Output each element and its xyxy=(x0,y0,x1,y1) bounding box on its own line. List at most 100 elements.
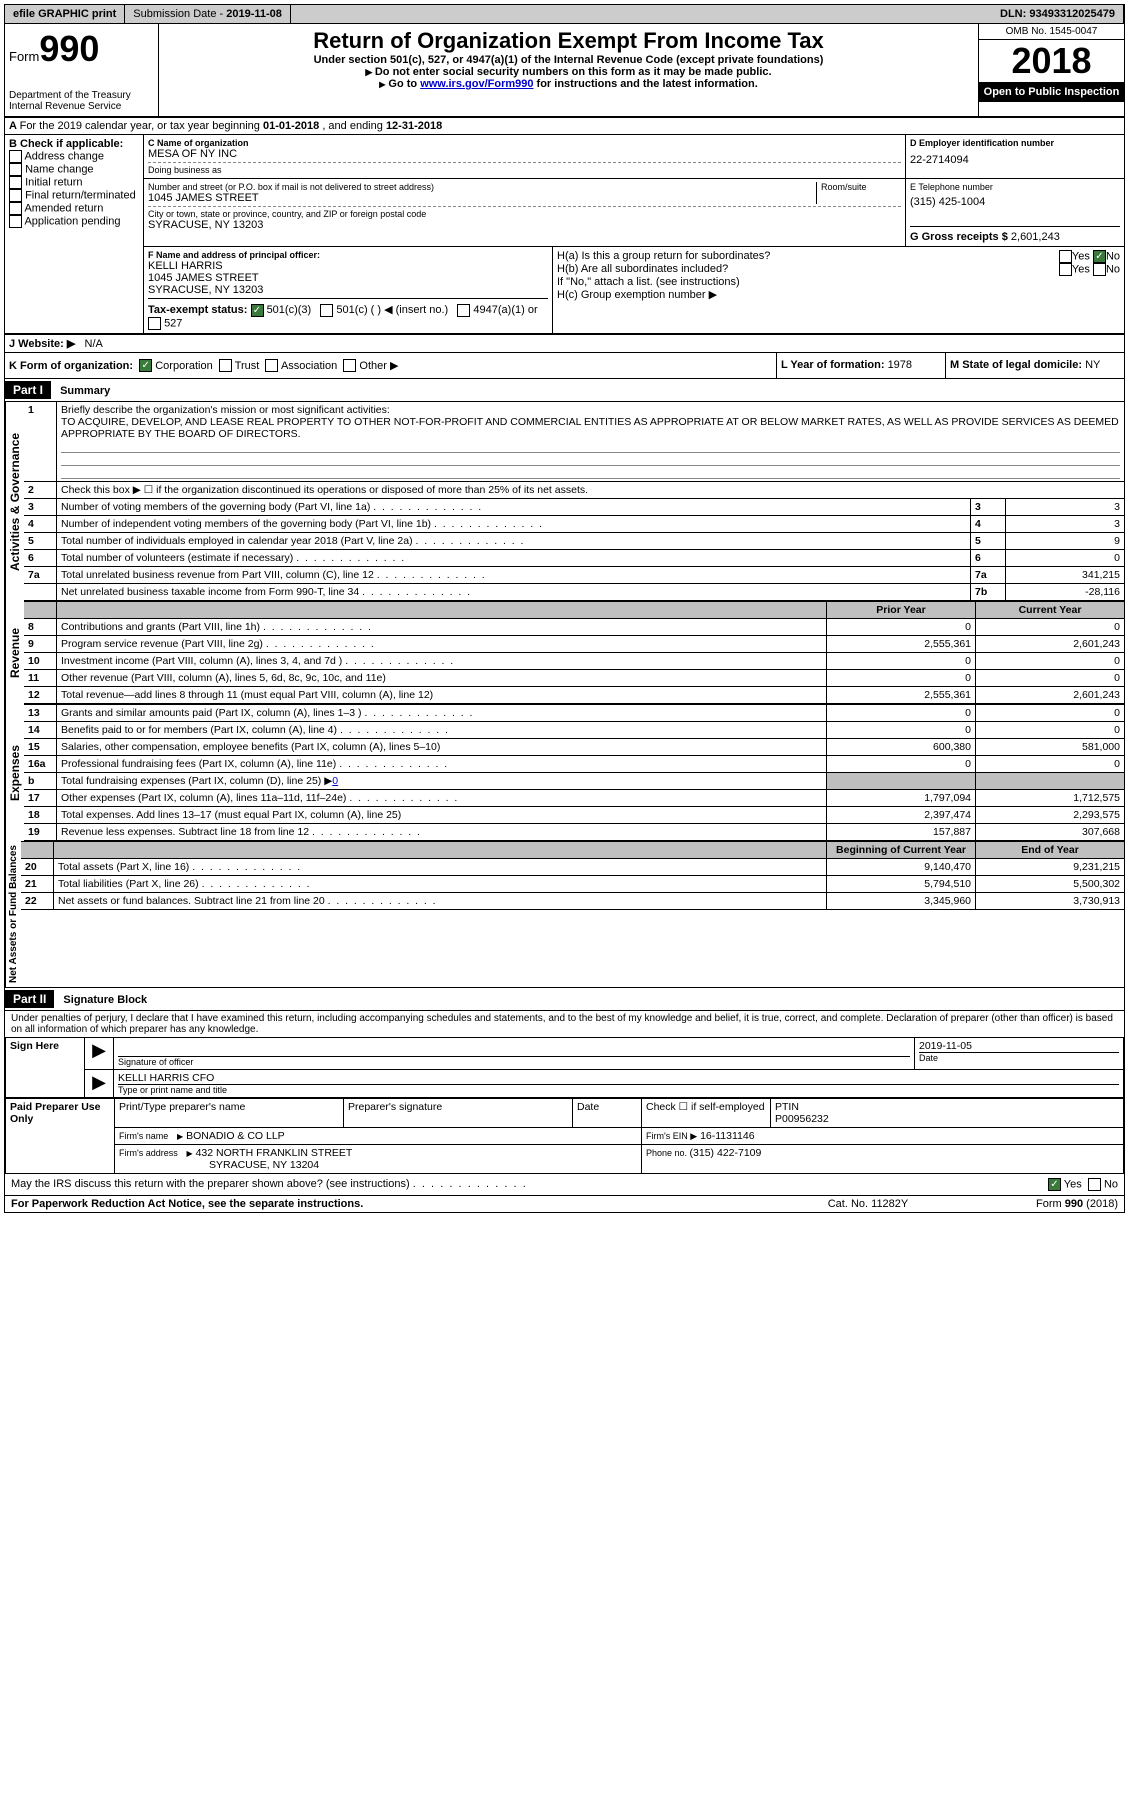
cb-name-change[interactable] xyxy=(9,163,22,176)
irs-link[interactable]: www.irs.gov/Form990 xyxy=(420,78,533,90)
f-label: F Name and address of principal officer: xyxy=(148,250,548,260)
l20: Total assets (Part X, line 16) xyxy=(58,861,300,873)
cb-527[interactable] xyxy=(148,317,161,330)
p9: 2,555,361 xyxy=(827,636,976,653)
hb-label: H(b) Are all subordinates included? xyxy=(557,263,1059,276)
i-label: Tax-exempt status: xyxy=(148,304,247,316)
c15: 581,000 xyxy=(976,739,1125,756)
dln-value: 93493312025479 xyxy=(1029,8,1115,20)
cb-ha-yes[interactable] xyxy=(1059,250,1072,263)
cb-pending[interactable] xyxy=(9,215,22,228)
p18: 2,397,474 xyxy=(827,807,976,824)
cb-hb-no[interactable] xyxy=(1093,263,1106,276)
l11: Other revenue (Part VIII, column (A), li… xyxy=(57,670,827,687)
l18: Total expenses. Add lines 13–17 (must eq… xyxy=(57,807,827,824)
cb-ha-no[interactable] xyxy=(1093,250,1106,263)
l1-label: Briefly describe the organization's miss… xyxy=(61,404,390,416)
cb-amended[interactable] xyxy=(9,202,22,215)
p21: 5,794,510 xyxy=(827,876,976,893)
v16b: 0 xyxy=(332,775,338,787)
cb-assoc[interactable] xyxy=(265,359,278,372)
cb-trust[interactable] xyxy=(219,359,232,372)
l3-text: Number of voting members of the governin… xyxy=(61,501,481,513)
firm-ein-value: 16-1131146 xyxy=(700,1130,755,1142)
form-label: Form xyxy=(9,49,39,64)
cb-final[interactable] xyxy=(9,189,22,202)
cb-501c3[interactable] xyxy=(251,304,264,317)
year-formation: 1978 xyxy=(888,359,912,371)
cb-addr-change[interactable] xyxy=(9,150,22,163)
prep-sig-label: Preparer's signature xyxy=(344,1099,573,1128)
cb-initial[interactable] xyxy=(9,176,22,189)
city-label: City or town, state or province, country… xyxy=(148,209,901,219)
l12: Total revenue—add lines 8 through 11 (mu… xyxy=(57,687,827,704)
l22: Net assets or fund balances. Subtract li… xyxy=(58,895,436,907)
firm-name-label: Firm's name xyxy=(119,1131,168,1141)
c20: 9,231,215 xyxy=(976,859,1125,876)
cb-corp[interactable] xyxy=(139,359,152,372)
firm-addr-1: 432 NORTH FRANKLIN STREET xyxy=(196,1147,353,1159)
l13: Grants and similar amounts paid (Part IX… xyxy=(61,707,472,719)
firm-addr-label: Firm's address xyxy=(119,1148,178,1158)
p10: 0 xyxy=(827,653,976,670)
officer-addr1: 1045 JAMES STREET xyxy=(148,272,548,284)
l21: Total liabilities (Part X, line 26) xyxy=(58,878,310,890)
dba-label: Doing business as xyxy=(148,165,901,175)
room-label: Room/suite xyxy=(821,182,901,192)
p14: 0 xyxy=(827,722,976,739)
b-name-change: Name change xyxy=(9,163,139,176)
ein-value: 22-2714094 xyxy=(910,154,1120,166)
sig-officer-label: Signature of officer xyxy=(118,1057,910,1067)
p19: 157,887 xyxy=(827,824,976,841)
c22: 3,730,913 xyxy=(976,893,1125,910)
check-self-employed: Check ☐ if self-employed xyxy=(642,1099,771,1128)
domicile: NY xyxy=(1085,359,1100,371)
l16a: Professional fundraising fees (Part IX, … xyxy=(61,758,447,770)
cb-discuss-yes[interactable] xyxy=(1048,1178,1061,1191)
tax-year-end: 12-31-2018 xyxy=(386,120,442,132)
cb-other[interactable] xyxy=(343,359,356,372)
subdate-label: Submission Date - xyxy=(133,8,226,20)
form-footer: Form 990 (2018) xyxy=(968,1198,1118,1210)
v6: 0 xyxy=(1006,550,1125,567)
subtitle-3: Go to www.irs.gov/Form990 for instructio… xyxy=(163,78,974,90)
l9: Program service revenue (Part VIII, line… xyxy=(61,638,374,650)
footer-row: For Paperwork Reduction Act Notice, see … xyxy=(5,1196,1124,1212)
firm-ein-label: Firm's EIN ▶ xyxy=(646,1131,697,1141)
topbar: efile GRAPHIC print Submission Date - 20… xyxy=(5,5,1124,24)
part-ii-title: Signature Block xyxy=(63,994,147,1006)
open-inspection: Open to Public Inspection xyxy=(979,82,1124,102)
l10: Investment income (Part VIII, column (A)… xyxy=(61,655,453,667)
prep-name-label: Print/Type preparer's name xyxy=(115,1099,344,1128)
officer-addr2: SYRACUSE, NY 13203 xyxy=(148,284,548,296)
l17: Other expenses (Part IX, column (A), lin… xyxy=(61,792,457,804)
g-label: G Gross receipts $ xyxy=(910,231,1011,243)
p8: 0 xyxy=(827,619,976,636)
pra-notice: For Paperwork Reduction Act Notice, see … xyxy=(11,1198,768,1210)
cb-discuss-no[interactable] xyxy=(1088,1178,1101,1191)
e-label: E Telephone number xyxy=(910,182,1120,192)
l8: Contributions and grants (Part VIII, lin… xyxy=(61,621,371,633)
c13: 0 xyxy=(976,705,1125,722)
dln: DLN: 93493312025479 xyxy=(992,5,1124,23)
line-a: A For the 2019 calendar year, or tax yea… xyxy=(5,117,1124,135)
l15: Salaries, other compensation, employee b… xyxy=(57,739,827,756)
header-row: Form990 Department of the Treasury Inter… xyxy=(5,24,1124,117)
c17: 1,712,575 xyxy=(976,790,1125,807)
v7a: 341,215 xyxy=(1006,567,1125,584)
dln-label: DLN: xyxy=(1000,8,1029,20)
firm-name-value: BONADIO & CO LLP xyxy=(186,1130,285,1142)
cb-hb-yes[interactable] xyxy=(1059,263,1072,276)
section-b: B Check if applicable: Address change Na… xyxy=(5,135,144,333)
cb-4947[interactable] xyxy=(457,304,470,317)
revenue-block: Revenue Prior YearCurrent Year 8Contribu… xyxy=(5,601,1124,704)
firm-phone-value: (315) 422-7109 xyxy=(690,1147,762,1159)
subtitle-1: Under section 501(c), 527, or 4947(a)(1)… xyxy=(163,54,974,66)
paid-preparer-label: Paid Preparer Use Only xyxy=(6,1099,115,1174)
c19: 307,668 xyxy=(976,824,1125,841)
phone-value: (315) 425-1004 xyxy=(910,196,1120,208)
c21: 5,500,302 xyxy=(976,876,1125,893)
part-i-num: Part I xyxy=(5,381,51,399)
cb-501c[interactable] xyxy=(320,304,333,317)
b-amended: Amended return xyxy=(9,202,139,215)
